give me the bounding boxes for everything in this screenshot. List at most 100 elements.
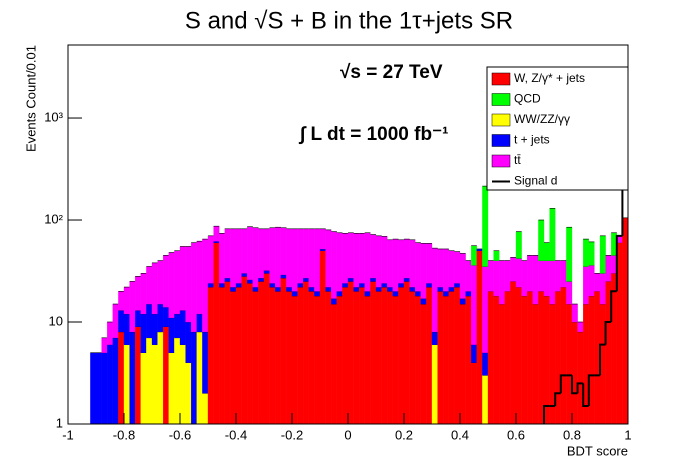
bar bbox=[297, 228, 304, 284]
bar bbox=[622, 217, 628, 424]
bar bbox=[375, 235, 382, 288]
bar bbox=[314, 291, 321, 297]
bar bbox=[219, 283, 225, 288]
bar bbox=[308, 286, 315, 292]
x-tick-label: 0.4 bbox=[451, 427, 469, 442]
bar bbox=[487, 260, 494, 292]
bar bbox=[185, 362, 192, 424]
x-tick-label: -1 bbox=[62, 427, 74, 442]
bar bbox=[431, 331, 438, 345]
bar bbox=[420, 243, 427, 299]
bar bbox=[280, 227, 287, 275]
bar bbox=[566, 303, 573, 424]
bar bbox=[168, 352, 175, 424]
bar bbox=[291, 291, 298, 297]
bar bbox=[543, 242, 550, 261]
bar bbox=[135, 276, 141, 311]
bar bbox=[482, 185, 489, 267]
bar bbox=[510, 281, 517, 424]
bar bbox=[471, 344, 477, 363]
bar bbox=[347, 232, 354, 279]
bar bbox=[364, 232, 371, 292]
bar bbox=[409, 291, 416, 424]
y-axis-label: Events Count/0.01 bbox=[23, 45, 38, 152]
bar bbox=[426, 283, 433, 288]
y-tick-label: 10² bbox=[44, 211, 63, 226]
bar bbox=[409, 286, 416, 292]
bar bbox=[286, 286, 293, 292]
step-line bbox=[571, 375, 578, 395]
bar bbox=[443, 295, 449, 424]
bar bbox=[123, 313, 130, 345]
bar bbox=[415, 291, 421, 297]
bar bbox=[381, 286, 388, 424]
bar bbox=[207, 235, 214, 284]
bar bbox=[151, 344, 158, 424]
bar bbox=[107, 344, 113, 424]
bar bbox=[269, 227, 276, 284]
bar bbox=[515, 258, 522, 288]
bar bbox=[347, 281, 354, 424]
bar bbox=[577, 331, 584, 424]
bar bbox=[275, 227, 281, 288]
bar bbox=[375, 286, 382, 292]
bar bbox=[286, 291, 293, 424]
bar bbox=[230, 228, 237, 288]
bar bbox=[280, 277, 287, 424]
step-line bbox=[559, 374, 567, 394]
bar bbox=[398, 283, 405, 288]
bar bbox=[319, 228, 326, 250]
bar bbox=[235, 228, 242, 284]
legend-swatch bbox=[491, 93, 511, 106]
bar bbox=[583, 266, 589, 305]
step-line bbox=[554, 392, 561, 407]
bar bbox=[325, 286, 332, 292]
bar bbox=[286, 228, 293, 288]
step-line bbox=[543, 405, 550, 424]
bar bbox=[168, 252, 175, 318]
bar bbox=[135, 326, 141, 424]
step-line bbox=[610, 290, 617, 323]
bar bbox=[588, 241, 595, 266]
bar bbox=[437, 248, 444, 288]
bar bbox=[174, 250, 181, 315]
bar bbox=[230, 291, 237, 424]
bar bbox=[527, 255, 533, 292]
bar bbox=[112, 337, 119, 424]
bar bbox=[331, 231, 337, 299]
bar bbox=[443, 291, 449, 297]
bar bbox=[504, 260, 511, 292]
bar bbox=[555, 260, 561, 292]
bar bbox=[353, 291, 360, 424]
bar bbox=[151, 313, 158, 345]
bar bbox=[605, 255, 612, 282]
bar bbox=[252, 291, 259, 424]
bar bbox=[403, 238, 410, 279]
bar bbox=[325, 291, 332, 424]
bar bbox=[157, 331, 164, 424]
bar bbox=[459, 253, 466, 299]
bar bbox=[588, 295, 595, 424]
bar bbox=[566, 227, 573, 282]
legend-label: W, Z/γ* + jets bbox=[514, 71, 585, 85]
bar bbox=[219, 233, 225, 284]
bar bbox=[403, 281, 410, 424]
bar bbox=[465, 295, 472, 424]
bar bbox=[213, 242, 220, 424]
bar bbox=[112, 303, 119, 338]
bar bbox=[235, 283, 242, 288]
bar bbox=[336, 295, 343, 424]
bar bbox=[555, 291, 561, 424]
bar bbox=[230, 286, 237, 292]
y-tick-label: 10³ bbox=[44, 109, 63, 124]
bar bbox=[319, 250, 326, 424]
bar bbox=[515, 286, 522, 424]
bar bbox=[420, 303, 427, 424]
plot-area bbox=[90, 149, 628, 424]
bar bbox=[241, 273, 248, 277]
bar bbox=[538, 219, 545, 261]
bar bbox=[549, 260, 556, 305]
bar bbox=[101, 337, 108, 353]
legend: W, Z/γ* + jets QCD WW/ZZ/γγ t + jets tt̄ Sign… bbox=[486, 66, 629, 191]
